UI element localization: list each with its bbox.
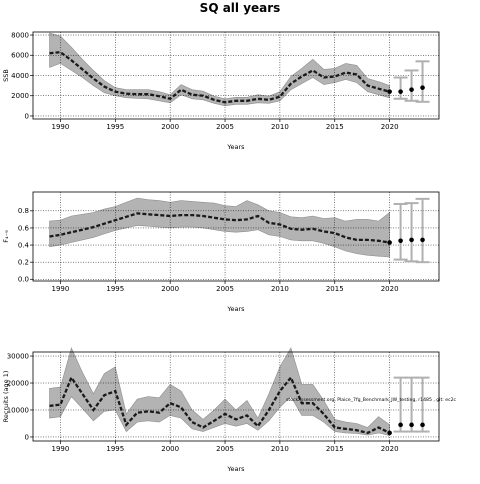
x-tick-label: 2000: [161, 445, 179, 453]
panel-1: 1990 1995 2000 2005 2010 2015 2020 0 2000 4000 600…: [2, 31, 440, 151]
forecast-point: [420, 237, 425, 243]
x-tick-label: 1990: [52, 285, 70, 293]
x-tick-label: 1990: [52, 123, 70, 131]
x-tick-label: 1995: [106, 285, 124, 293]
y-tick-label: 10000: [7, 406, 29, 414]
y-axis-label: Recruits (age 1): [2, 371, 10, 423]
forecast-point: [398, 238, 403, 244]
confidence-band: [49, 32, 390, 107]
x-tick-label: 2000: [161, 123, 179, 131]
plot-frame: [32, 191, 440, 282]
y-tick-label: 0.4: [18, 241, 30, 249]
y-tick-label: 0: [25, 433, 29, 441]
forecast-point: [398, 422, 403, 428]
y-tick-label: 2000: [11, 92, 29, 100]
panel-3: 1990 1995 2000 2005 2010 2015 2020 0 10000 20000 3…: [2, 347, 440, 473]
x-axis-label: Years: [226, 465, 245, 473]
x-tick-label: 2000: [161, 285, 179, 293]
x-tick-label: 2005: [216, 445, 234, 453]
y-tick-label: 0.0: [18, 276, 29, 284]
x-tick-label: 2020: [381, 445, 399, 453]
y-tick-label: 20000: [7, 379, 29, 387]
forecast-point: [420, 85, 425, 90]
x-axis-label: Years: [226, 305, 245, 313]
y-tick-label: 6000: [11, 52, 29, 60]
x-tick-label: 2015: [326, 285, 344, 293]
confidence-band: [49, 347, 390, 436]
y-axis-label: F₄₋₉: [2, 230, 10, 243]
panels-group: 1990 1995 2000 2005 2010 2015 2020 0 2000 4000 600…: [2, 31, 440, 473]
y-tick-label: 0.8: [18, 207, 29, 215]
y-tick-label: 30000: [7, 352, 29, 360]
last-estimate-point: [387, 89, 392, 94]
forecast-point: [398, 89, 403, 94]
last-estimate-point: [387, 240, 392, 245]
x-axis-label: Years: [226, 143, 245, 151]
x-tick-label: 2015: [326, 123, 344, 131]
forecast-point: [409, 87, 414, 92]
forecast-point: [420, 422, 425, 428]
x-tick-label: 2005: [216, 285, 234, 293]
y-tick-label: 4000: [11, 72, 29, 80]
last-estimate-point: [387, 430, 392, 436]
x-tick-label: 2005: [216, 123, 234, 131]
x-tick-label: 1990: [52, 445, 70, 453]
estimate-line: [49, 51, 390, 104]
estimate-line: [49, 212, 390, 244]
forecast-point: [409, 422, 414, 428]
forecast-point: [409, 237, 414, 243]
provenance-annotation: stockassessment.org, Plaice_7fg_Benchmar…: [286, 397, 457, 403]
figure-title: SQ all years: [200, 1, 281, 15]
x-tick-label: 2020: [381, 123, 399, 131]
x-tick-label: 2010: [271, 445, 289, 453]
x-tick-label: 1995: [106, 445, 124, 453]
y-tick-label: 0.2: [18, 259, 29, 267]
y-axis-label: SSB: [2, 69, 10, 82]
y-tick-label: 0: [25, 112, 29, 120]
x-tick-label: 1995: [106, 123, 124, 131]
x-tick-label: 2020: [381, 285, 399, 293]
x-tick-label: 2010: [271, 285, 289, 293]
x-tick-label: 2015: [326, 445, 344, 453]
plot-frame: [32, 351, 440, 442]
panel-2: 1990 1995 2000 2005 2010 2015 2020 0.0 0.2 0.4 0.6…: [2, 191, 440, 313]
confidence-band: [49, 197, 390, 258]
x-tick-label: 2010: [271, 123, 289, 131]
y-tick-label: 8000: [11, 31, 29, 39]
estimate-line: [49, 375, 391, 435]
y-tick-label: 0.6: [18, 224, 30, 232]
